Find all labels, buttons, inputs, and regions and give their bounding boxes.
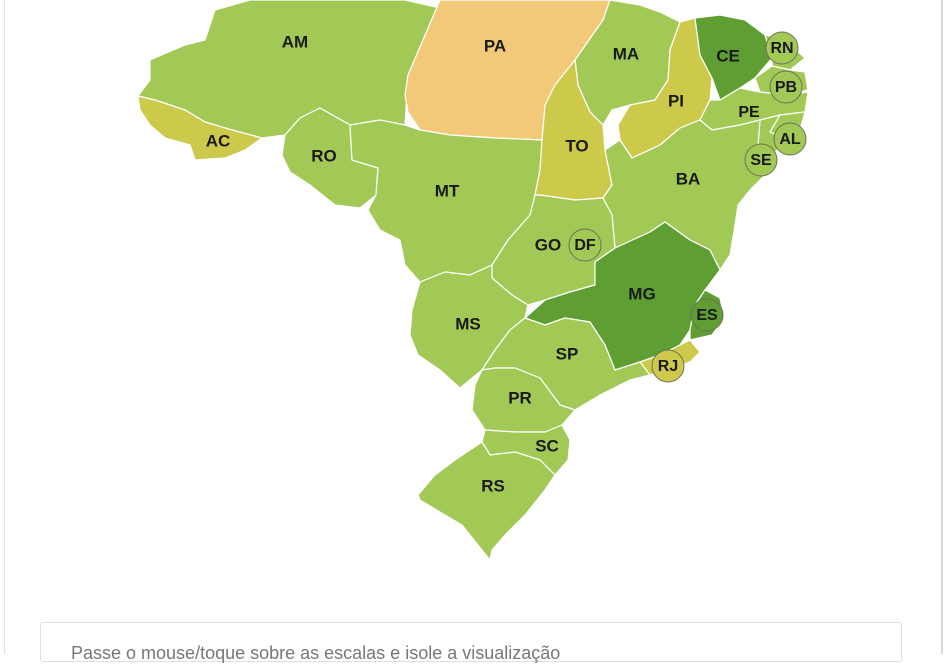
bubble-rn[interactable] [765,31,799,65]
bubble-es[interactable] [690,298,724,332]
hint-box: Passe o mouse/toque sobre as escalas e i… [40,622,902,663]
bubble-se[interactable] [744,143,778,177]
bubble-al[interactable] [773,122,807,156]
state-rs[interactable] [417,441,556,561]
state-ac[interactable] [137,95,263,161]
brazil-map: AM PA AC RO MT MA TO PI CE RN PB PE AL S… [137,0,809,561]
bubble-pb[interactable] [769,70,803,104]
panel-border-left [4,0,5,654]
bubble-df[interactable] [568,228,602,262]
bubble-rj[interactable] [651,349,685,383]
panel-border-right [941,0,943,654]
